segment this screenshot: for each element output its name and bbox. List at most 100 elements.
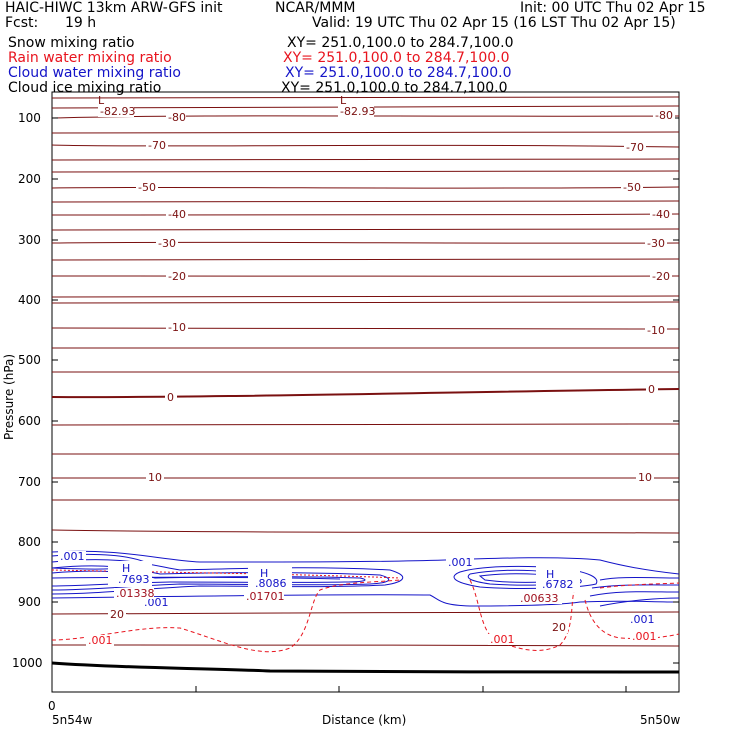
- rain-label: .001: [490, 633, 515, 646]
- cloud-label: .001: [144, 596, 169, 609]
- temp-label: -10: [647, 324, 665, 337]
- x-axis-title: Distance (km): [322, 713, 406, 727]
- cloud-contour: [51, 559, 403, 595]
- temp-contour: [51, 644, 680, 647]
- cloud-label: .7693: [118, 573, 150, 586]
- temp-label: 20: [110, 608, 124, 621]
- rain-label: .01338: [116, 587, 155, 600]
- temp-label: -80: [168, 111, 186, 124]
- temp-label: -82.93: [340, 105, 375, 118]
- temp-contour: [51, 301, 680, 304]
- rain-label: .01701: [246, 590, 285, 603]
- temp-label: 0: [167, 391, 174, 404]
- temp-label: -40: [168, 208, 186, 221]
- y-tick-label: 700: [18, 475, 41, 489]
- y-tick-label: 200: [18, 172, 41, 186]
- field-snow-xy: XY= 251.0,100.0 to 284.7,100.0: [287, 35, 514, 51]
- temp-label: -82.93: [100, 105, 135, 118]
- cloud-label: .001: [630, 613, 655, 626]
- y-tick-label: 1000: [12, 656, 43, 670]
- y-tick-label: 100: [18, 111, 41, 125]
- cloud-contour: [453, 565, 598, 589]
- high-marker: H: [260, 567, 268, 580]
- y-axis-title: Pressure (hPa): [2, 354, 16, 440]
- y-tick-label: 800: [18, 535, 41, 549]
- y-tick-label: 400: [18, 293, 41, 307]
- rain-contour: [51, 569, 401, 579]
- x-tick-label: 0: [48, 699, 56, 713]
- high-marker: H: [122, 562, 130, 575]
- temp-contour: [51, 275, 680, 277]
- y-tick-labels: 100 200 300 400 500 600 700 800 900 1000: [12, 111, 43, 670]
- forecast-label: Fcst:: [5, 15, 39, 31]
- valid-time: Valid: 19 UTC Thu 02 Apr 15 (16 LST Thu …: [312, 15, 676, 31]
- plot-frame: [51, 91, 680, 693]
- cloud-contour: [51, 550, 680, 575]
- field-rain-xy: XY= 251.0,100.0 to 284.7,100.0: [283, 50, 510, 66]
- temp-contour: [51, 158, 680, 161]
- temp-label: 10: [148, 471, 162, 484]
- x-end-label-right: 5n50w: [640, 713, 681, 727]
- temp-contour: [51, 327, 680, 330]
- temp-label: -20: [652, 270, 670, 283]
- temp-contour: [51, 200, 680, 203]
- temp-label: -70: [626, 141, 644, 154]
- temp-contour: [51, 388, 680, 399]
- low-marker: L: [340, 94, 347, 107]
- temp-contour: [51, 170, 680, 173]
- high-marker: H: [546, 568, 554, 581]
- field-cloudwater-xy: XY= 251.0,100.0 to 284.7,100.0: [285, 65, 512, 81]
- rain-label: .001: [88, 634, 113, 647]
- cloud-label: .001: [60, 550, 85, 563]
- temp-contour: [51, 529, 680, 534]
- low-marker: L: [98, 94, 105, 107]
- rain-label: .001: [632, 630, 657, 643]
- rain-contour: [599, 582, 680, 589]
- temp-label: -70: [148, 139, 166, 152]
- temp-contour: [51, 611, 680, 615]
- temp-label: -10: [168, 321, 186, 334]
- cloud-contour: [51, 576, 341, 580]
- temp-contour: [51, 144, 680, 148]
- temp-label: 10: [638, 471, 652, 484]
- model-title: HAIC-HIWC 13km ARW-GFS init: [5, 0, 223, 16]
- temp-contour: [51, 258, 680, 261]
- cloud-label: .001: [448, 556, 473, 569]
- rain-contour: [584, 599, 680, 639]
- temp-label: -30: [158, 237, 176, 250]
- cloud-contour: [51, 565, 390, 591]
- temp-contour: [51, 228, 680, 231]
- temp-contour: [51, 131, 680, 134]
- init-time: Init: 00 UTC Thu 02 Apr 15: [520, 0, 706, 16]
- y-tick-label: 300: [18, 233, 41, 247]
- cloud-contour: [51, 594, 680, 607]
- field-rain-label: Rain water mixing ratio: [8, 50, 172, 66]
- x-axis: [195, 686, 627, 692]
- rain-water-contours: [51, 569, 680, 653]
- surface-line: [51, 661, 680, 674]
- temp-label: 0: [648, 383, 655, 396]
- rain-contour: [51, 579, 401, 653]
- cloud-contour: [589, 591, 680, 597]
- field-snow-label: Snow mixing ratio: [8, 35, 135, 51]
- cloud-contour: [599, 597, 680, 607]
- cloud-water-labels: .001 H .7693 .001 H .8086 .001 H .6782 .…: [58, 550, 656, 626]
- rain-water-labels: .01338 .01701 .00633 .001 .001 .001: [86, 587, 658, 647]
- temp-contour: [51, 213, 680, 216]
- y-tick-label: 600: [18, 414, 41, 428]
- temp-label: -50: [138, 181, 156, 194]
- temp-contour: [51, 423, 680, 426]
- cloud-label: .6782: [542, 578, 574, 591]
- y-axis: [52, 117, 679, 664]
- field-cloudwater-label: Cloud water mixing ratio: [8, 65, 181, 81]
- y-tick-label: 500: [18, 353, 41, 367]
- rain-contour: [469, 579, 576, 651]
- center-label: NCAR/MMM: [275, 0, 356, 16]
- forecast-value: 19 h: [65, 15, 97, 31]
- temp-label: -20: [168, 270, 186, 283]
- temp-contour: [51, 186, 680, 189]
- temp-label: -40: [652, 208, 670, 221]
- cloud-contour: [591, 584, 680, 589]
- temp-contour: [51, 241, 680, 244]
